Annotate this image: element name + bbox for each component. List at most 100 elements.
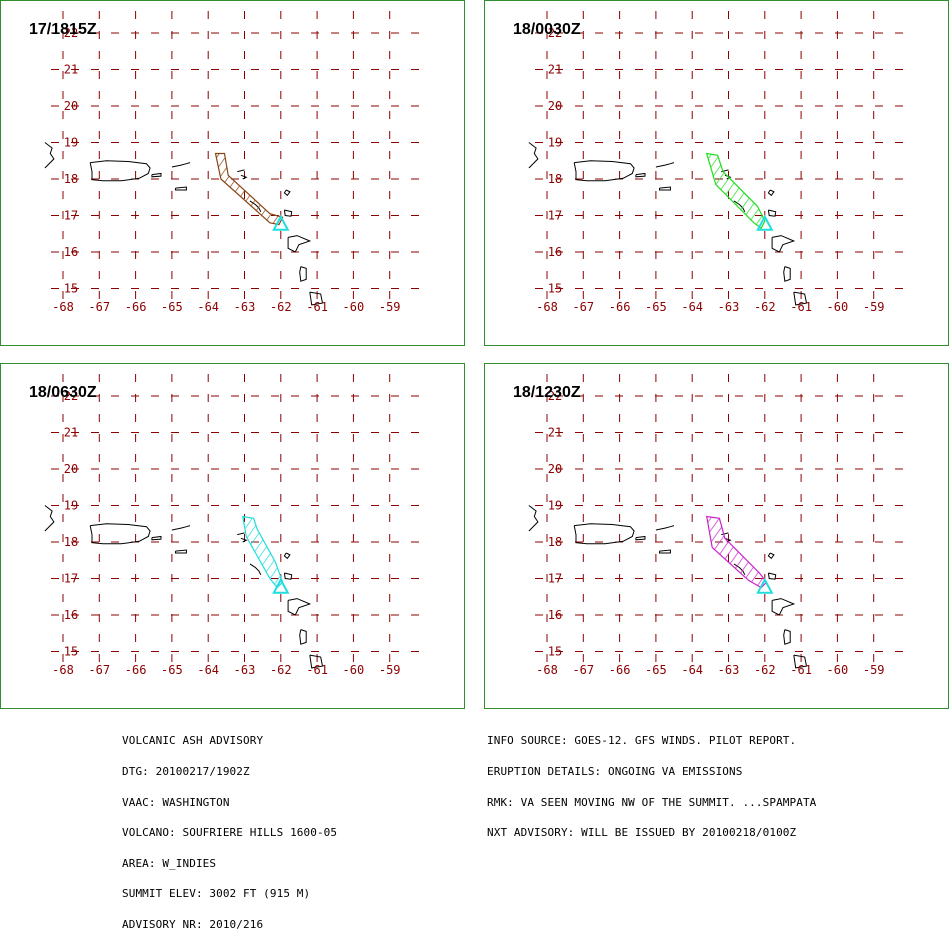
martinique-coast: [793, 654, 808, 669]
latitude-label: 21: [64, 426, 78, 440]
advisory-right-text: INFO SOURCE: GOES-12. GFS WINDS. PILOT R…: [487, 716, 816, 849]
longitude-label: -62: [754, 300, 776, 314]
martinique-coast: [309, 654, 324, 669]
virgin-islands-coast: [171, 162, 191, 168]
panel-time-label: 18/0030Z: [513, 21, 581, 38]
guadeloupe-coast: [771, 598, 796, 616]
advisory-line: VAAC: WASHINGTON: [122, 795, 230, 809]
st-martin-coast: [240, 537, 248, 543]
latitude-label: 20: [64, 462, 78, 476]
latitude-label: 16: [548, 245, 562, 259]
longitude-label: -67: [88, 300, 110, 314]
antigua-coast: [283, 572, 293, 580]
longitude-label: -65: [161, 300, 183, 314]
latitude-label: 15: [64, 282, 78, 296]
longitude-label: -61: [790, 300, 812, 314]
barbuda-coast: [283, 189, 291, 197]
advisory-line: ADVISORY NR: 2010/216: [122, 917, 264, 931]
longitude-label: -62: [270, 663, 292, 677]
longitude-label: -59: [379, 663, 401, 677]
map-svg: -68 -67 -66 -65 -64 -63 -62 -61 -60 -59 22 21 20 19 18…: [44, 11, 421, 314]
volcano-triangle-icon: [756, 577, 774, 594]
map-svg: -68 -67 -66 -65 -64 -63 -62 -61 -60 -59 22 21 20 19 18…: [528, 11, 905, 314]
latitude-label: 19: [64, 136, 78, 150]
volcano-triangle-icon: [272, 214, 290, 231]
latitude-label: 16: [548, 608, 562, 622]
latitude-label: 17: [64, 572, 78, 586]
latitude-label: 15: [64, 645, 78, 659]
longitude-label: -59: [863, 300, 885, 314]
antigua-coast: [283, 209, 293, 217]
hispaniola-coast: [528, 505, 539, 532]
longitude-label: -63: [718, 663, 740, 677]
advisory-line: AREA: W_INDIES: [122, 856, 217, 870]
map-panel-4: -68 -67 -66 -65 -64 -63 -62 -61 -60 -59 22 21 20 19 18…: [484, 363, 949, 709]
ash-plume-area: [214, 152, 284, 226]
anguilla-coast: [237, 532, 245, 536]
longitude-label: -64: [197, 300, 219, 314]
puerto-rico-coast: [573, 160, 635, 182]
st-croix-coast: [175, 549, 187, 554]
latitude-label: 22: [548, 389, 562, 403]
guadeloupe-coast: [771, 235, 796, 253]
latitude-label: 17: [548, 209, 562, 223]
barbuda-coast: [283, 552, 291, 560]
longitude-label: -68: [52, 663, 74, 677]
dominica-coast: [783, 266, 791, 282]
ash-plume-area: [705, 152, 766, 230]
latitude-label: 16: [64, 608, 78, 622]
longitude-label: -65: [645, 663, 667, 677]
st-croix-coast: [175, 186, 187, 191]
puerto-rico-coast: [89, 160, 151, 182]
longitude-label: -66: [609, 663, 631, 677]
guadeloupe-coast: [287, 235, 312, 253]
antigua-coast: [767, 572, 777, 580]
longitude-label: -66: [125, 300, 147, 314]
martinique-coast: [309, 291, 324, 306]
latitude-label: 19: [548, 136, 562, 150]
latitude-label: 21: [64, 63, 78, 77]
latitude-label: 18: [548, 535, 562, 549]
advisory-line: VOLCANO: SOUFRIERE HILLS 1600-05: [122, 826, 338, 840]
virgin-islands-coast: [655, 525, 675, 531]
latitude-label: 17: [64, 209, 78, 223]
vieques-coast: [151, 535, 162, 541]
puerto-rico-coast: [89, 523, 151, 545]
latitude-label: 17: [548, 572, 562, 586]
latitude-label: 20: [64, 99, 78, 113]
virgin-islands-coast: [655, 162, 675, 168]
longitude-label: -62: [754, 663, 776, 677]
longitude-label: -67: [572, 300, 594, 314]
longitude-label: -60: [827, 300, 849, 314]
st-martin-coast: [240, 174, 248, 180]
longitude-label: -61: [306, 663, 328, 677]
ash-plume-area: [705, 515, 768, 589]
advisory-line: RMK: VA SEEN MOVING NW OF THE SUMMIT. ..…: [487, 795, 817, 809]
longitude-label: -64: [681, 300, 703, 314]
dominica-coast: [299, 629, 307, 645]
latitude-label: 15: [548, 282, 562, 296]
longitude-label: -65: [161, 663, 183, 677]
latitude-label: 19: [64, 499, 78, 513]
longitude-label: -68: [536, 300, 558, 314]
st-croix-coast: [659, 186, 671, 191]
map-panel-2: -68 -67 -66 -65 -64 -63 -62 -61 -60 -59 22 21 20 19 18…: [484, 0, 949, 346]
map-panel-3: -68 -67 -66 -65 -64 -63 -62 -61 -60 -59 22 21 20 19 18…: [0, 363, 465, 709]
latitude-label: 18: [64, 535, 78, 549]
latitude-label: 22: [64, 389, 78, 403]
vieques-coast: [635, 535, 646, 541]
advisory-line: DTG: 20100217/1902Z: [122, 765, 250, 778]
panel-time-label: 18/0630Z: [29, 384, 97, 401]
longitude-label: -60: [827, 663, 849, 677]
latitude-label: 15: [548, 645, 562, 659]
latitude-label: 21: [548, 63, 562, 77]
longitude-label: -60: [343, 300, 365, 314]
advisory-line: ERUPTION DETAILS: ONGOING VA EMISSIONS: [487, 765, 743, 778]
latitude-label: 22: [64, 26, 78, 40]
hispaniola-coast: [528, 142, 539, 169]
longitude-label: -68: [536, 663, 558, 677]
longitude-label: -59: [863, 663, 885, 677]
volcano-triangle-icon: [756, 214, 774, 231]
latitude-label: 16: [64, 245, 78, 259]
ash-plume-area: [241, 515, 284, 589]
